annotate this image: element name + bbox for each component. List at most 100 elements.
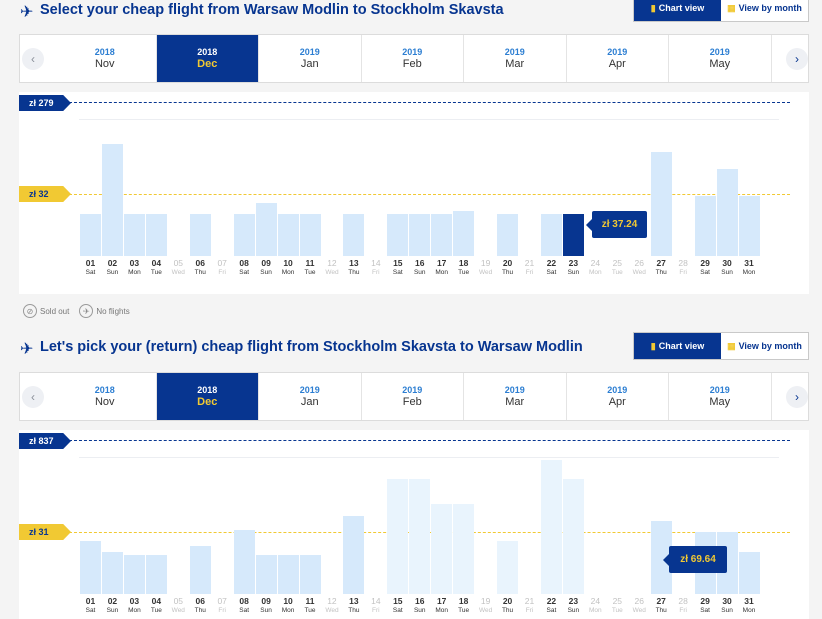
price-bar[interactable]: [299, 554, 321, 594]
day-label[interactable]: 04 Tue: [145, 258, 167, 276]
price-bar[interactable]: [409, 479, 431, 594]
month-tab-dec[interactable]: 2018 Dec: [156, 373, 259, 420]
day-label[interactable]: 15 Sat: [387, 258, 409, 276]
day-label[interactable]: 03 Mon: [123, 596, 145, 614]
next-month-arrow-icon[interactable]: ›: [786, 386, 808, 408]
price-bar[interactable]: [233, 214, 255, 256]
month-tab-may[interactable]: 2019 May: [669, 373, 772, 420]
day-label[interactable]: 23 Sun: [562, 258, 584, 276]
day-label[interactable]: 18 Tue: [453, 596, 475, 614]
price-bar[interactable]: [233, 529, 255, 594]
next-month-arrow-icon[interactable]: ›: [786, 48, 808, 70]
price-bar[interactable]: [255, 202, 277, 256]
month-tab-feb[interactable]: 2019 Feb: [362, 373, 464, 420]
day-label[interactable]: 16 Sun: [409, 258, 431, 276]
prev-month-arrow-icon[interactable]: ‹: [22, 48, 44, 70]
day-label[interactable]: 10 Mon: [277, 596, 299, 614]
price-bar[interactable]: [343, 214, 365, 256]
day-label[interactable]: 09 Sun: [255, 596, 277, 614]
day-label[interactable]: 01 Sat: [80, 258, 102, 276]
day-label[interactable]: 01 Sat: [80, 596, 102, 614]
price-bar[interactable]: [299, 214, 321, 256]
price-bar[interactable]: [80, 214, 101, 256]
price-bar[interactable]: [189, 214, 211, 256]
price-bar[interactable]: [409, 214, 431, 256]
price-bar[interactable]: [453, 504, 475, 594]
day-label[interactable]: 29 Sat: [694, 258, 716, 276]
price-bar[interactable]: [387, 479, 409, 594]
month-tab-nov[interactable]: 2018 Nov: [54, 373, 157, 420]
price-bar[interactable]: [277, 554, 299, 594]
price-bar[interactable]: [453, 211, 475, 256]
price-bar[interactable]: [738, 195, 760, 256]
price-bar[interactable]: [189, 546, 211, 594]
day-label[interactable]: 03 Mon: [123, 258, 145, 276]
day-label[interactable]: 18 Tue: [453, 258, 475, 276]
price-bar[interactable]: [497, 540, 519, 594]
day-label[interactable]: 02 Sun: [101, 596, 123, 614]
price-bar[interactable]: [694, 195, 716, 256]
price-bar[interactable]: [562, 479, 584, 594]
price-bar[interactable]: [145, 554, 167, 594]
day-label[interactable]: 29 Sat: [694, 596, 716, 614]
price-bar[interactable]: [80, 540, 101, 594]
day-label[interactable]: 13 Thu: [343, 596, 365, 614]
price-bar[interactable]: [431, 214, 453, 256]
month-tab-may[interactable]: 2019 May: [669, 35, 772, 82]
prev-month-arrow-icon[interactable]: ‹: [22, 386, 44, 408]
price-bar[interactable]: [277, 214, 299, 256]
day-label[interactable]: 11 Tue: [299, 258, 321, 276]
day-label[interactable]: 04 Tue: [145, 596, 167, 614]
price-bar[interactable]: [562, 214, 584, 256]
day-label[interactable]: 20 Thu: [497, 596, 519, 614]
price-bar[interactable]: [650, 521, 672, 594]
price-bar[interactable]: [387, 214, 409, 256]
day-label[interactable]: 22 Sat: [540, 596, 562, 614]
price-bar[interactable]: [431, 504, 453, 594]
month-tab-nov[interactable]: 2018 Nov: [54, 35, 157, 82]
day-label[interactable]: 02 Sun: [101, 258, 123, 276]
price-bar[interactable]: [123, 554, 145, 594]
month-tab-feb[interactable]: 2019 Feb: [362, 35, 464, 82]
month-tab-jan[interactable]: 2019 Jan: [259, 373, 362, 420]
day-label[interactable]: 30 Sun: [716, 596, 738, 614]
view-by-month-button[interactable]: ▦ View by month: [721, 0, 808, 21]
day-label[interactable]: 11 Tue: [299, 596, 321, 614]
day-label[interactable]: 22 Sat: [540, 258, 562, 276]
day-label[interactable]: 23 Sun: [562, 596, 584, 614]
day-label[interactable]: 06 Thu: [189, 596, 211, 614]
price-bar[interactable]: [101, 144, 123, 256]
month-tab-apr[interactable]: 2019 Apr: [567, 35, 669, 82]
price-bar[interactable]: [255, 554, 277, 594]
day-label[interactable]: 31 Mon: [738, 258, 760, 276]
month-tab-apr[interactable]: 2019 Apr: [567, 373, 669, 420]
month-tab-mar[interactable]: 2019 Mar: [464, 373, 567, 420]
day-label[interactable]: 16 Sun: [409, 596, 431, 614]
view-by-month-button[interactable]: ▦ View by month: [721, 333, 808, 359]
day-label[interactable]: 08 Sat: [233, 596, 255, 614]
day-label[interactable]: 13 Thu: [343, 258, 365, 276]
day-label[interactable]: 20 Thu: [497, 258, 519, 276]
price-bar[interactable]: [145, 214, 167, 256]
price-bar[interactable]: [738, 552, 760, 594]
price-bar[interactable]: [123, 214, 145, 256]
day-label[interactable]: 17 Mon: [431, 258, 453, 276]
month-tab-mar[interactable]: 2019 Mar: [464, 35, 567, 82]
month-tab-dec[interactable]: 2018 Dec: [156, 35, 259, 82]
day-label[interactable]: 06 Thu: [189, 258, 211, 276]
day-label[interactable]: 31 Mon: [738, 596, 760, 614]
day-label[interactable]: 15 Sat: [387, 596, 409, 614]
day-label[interactable]: 08 Sat: [233, 258, 255, 276]
price-bar[interactable]: [497, 214, 519, 256]
price-bar[interactable]: [343, 515, 365, 594]
price-bar[interactable]: [101, 552, 123, 594]
day-label[interactable]: 27 Thu: [650, 258, 672, 276]
price-bar[interactable]: [540, 459, 562, 594]
price-bar[interactable]: [716, 169, 738, 256]
day-label[interactable]: 27 Thu: [650, 596, 672, 614]
price-bar[interactable]: [650, 152, 672, 256]
chart-view-button[interactable]: ▮ Chart view: [634, 0, 721, 21]
day-label[interactable]: 17 Mon: [431, 596, 453, 614]
day-label[interactable]: 10 Mon: [277, 258, 299, 276]
month-tab-jan[interactable]: 2019 Jan: [259, 35, 362, 82]
